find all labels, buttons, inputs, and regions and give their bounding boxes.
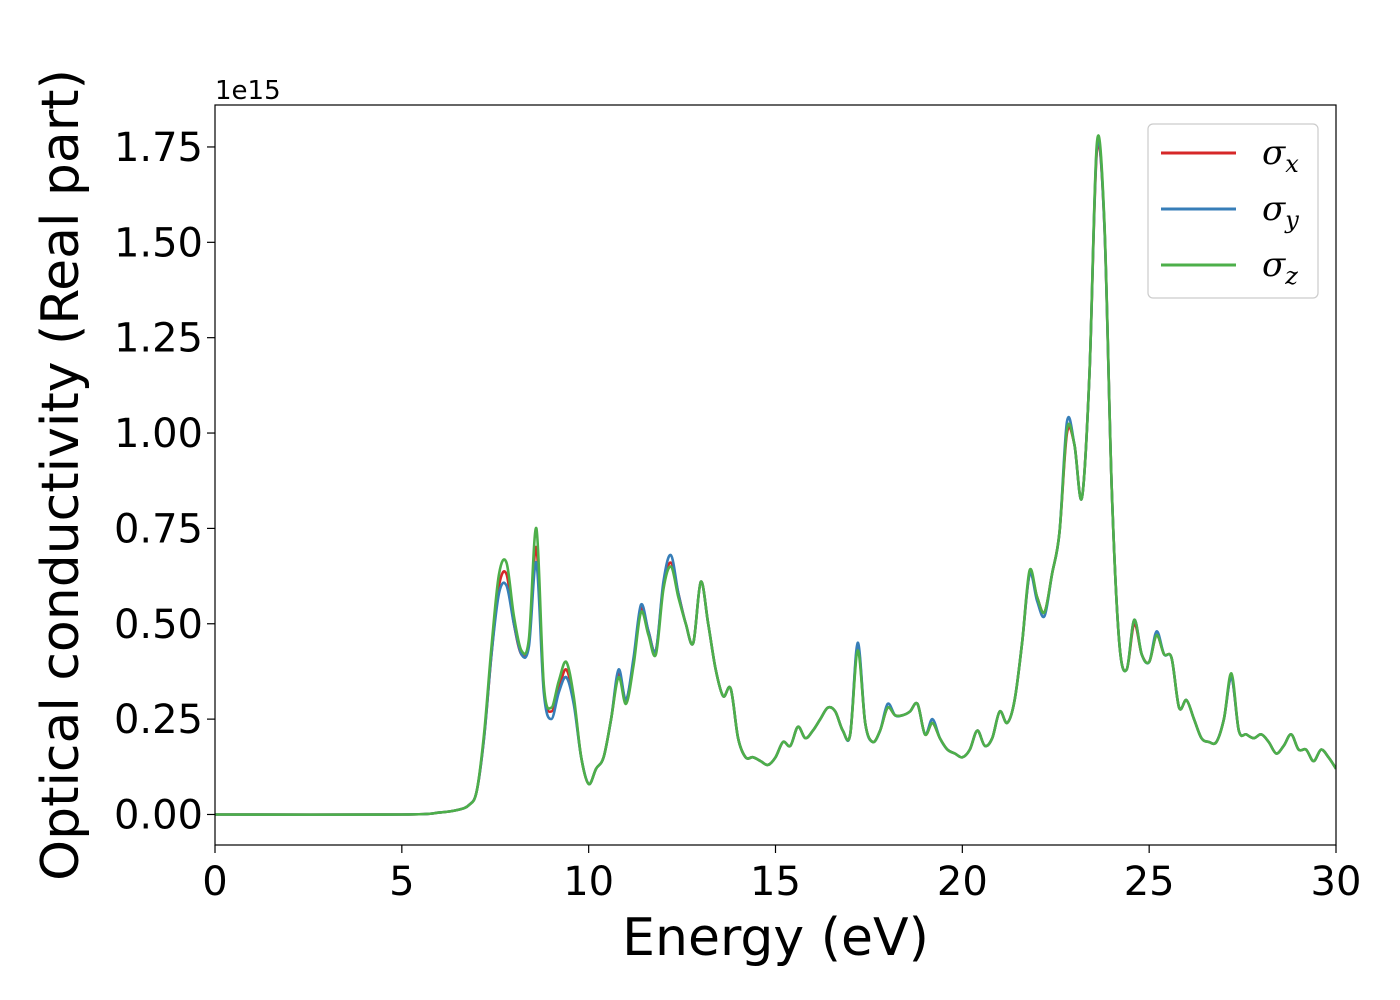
y-tick-label: 0.75: [114, 506, 203, 552]
x-tick-label: 25: [1124, 859, 1175, 905]
x-tick-label: 20: [937, 859, 988, 905]
legend-label-z: σz: [1262, 245, 1298, 290]
series-layer: [215, 134, 1336, 816]
y-tick-label: 0.50: [114, 602, 203, 648]
legend-box: [1147, 123, 1319, 299]
x-axis-title: Energy (eV): [622, 908, 929, 968]
y-tick-label: 1.75: [114, 125, 203, 171]
x-tick-label: 0: [202, 859, 227, 905]
x-tick-label: 10: [563, 859, 614, 905]
y-offset-label: 1e15: [215, 76, 281, 106]
x-tick-label: 15: [750, 859, 801, 905]
y-tick-label: 0.00: [114, 792, 203, 838]
y-tick-label: 1.25: [114, 316, 203, 362]
y-tick-label: 0.25: [114, 697, 203, 743]
legend-label-y: σy: [1262, 189, 1299, 234]
y-tick-label: 1.50: [114, 220, 203, 266]
y-axis-title: Optical conductivity (Real part): [31, 69, 91, 881]
legend: σx σy σz: [1147, 123, 1319, 299]
series-line-3: [215, 134, 1336, 816]
y-tick-label: 1.00: [114, 411, 203, 457]
x-axis: 0 5 10 15 20 25 30: [202, 845, 1361, 905]
x-tick-label: 5: [389, 859, 414, 905]
y-axis: 0.00 0.25 0.50 0.75 1.00 1.25 1.50 1.75: [114, 125, 215, 838]
x-tick-label: 30: [1311, 859, 1362, 905]
legend-label-x: σx: [1262, 133, 1299, 178]
